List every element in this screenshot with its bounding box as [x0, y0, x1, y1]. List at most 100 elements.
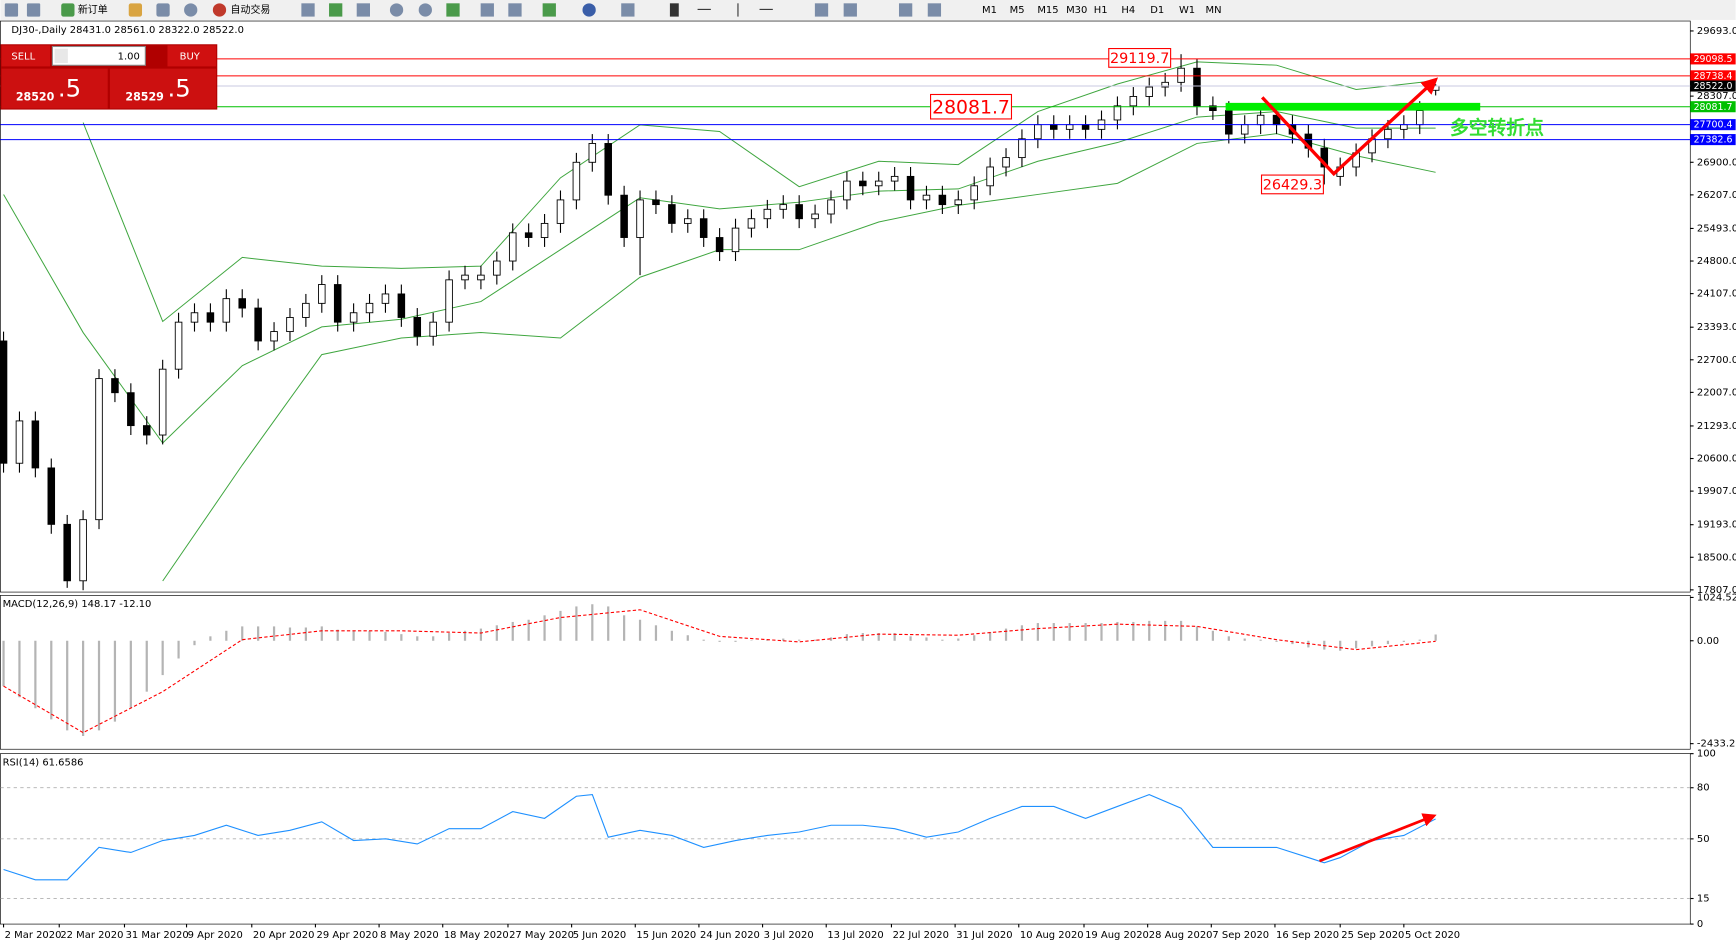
candle-body — [699, 218, 708, 238]
annotation-label: 28081.7 — [932, 97, 1010, 118]
y-tick-label: 17807.0 — [1697, 585, 1736, 596]
timeframe-button[interactable]: D1 — [1150, 5, 1164, 16]
y-tick-label: 0 — [1697, 919, 1703, 930]
lots-down[interactable] — [54, 48, 68, 64]
sell-label[interactable]: SELL — [11, 51, 35, 62]
x-tick-label: 18 May 2020 — [444, 930, 509, 941]
candle-body — [1400, 124, 1408, 130]
candle-body — [986, 166, 994, 187]
candle-body — [890, 175, 899, 182]
price-level-label: 27382.6 — [1694, 135, 1733, 146]
x-tick-label: 28 Aug 2020 — [1149, 930, 1213, 941]
x-tick-label: 9 Apr 2020 — [188, 930, 243, 941]
price-level-label: 28738.4 — [1694, 71, 1733, 82]
y-tick-label: 28307.0 — [1697, 91, 1736, 102]
y-tick-label: 19907.0 — [1697, 486, 1736, 497]
candle-body — [1034, 124, 1042, 140]
candle-body — [1002, 157, 1010, 168]
lots-value[interactable]: 1.00 — [118, 51, 140, 62]
candle-body — [1320, 147, 1329, 168]
price-level-tag — [1690, 53, 1736, 65]
candle-body — [1240, 124, 1249, 135]
candle-body — [620, 194, 628, 238]
sell-button[interactable] — [1, 45, 51, 67]
sell-price-box[interactable] — [1, 68, 108, 109]
candle-body — [1209, 105, 1217, 112]
candle-body — [652, 199, 660, 206]
trade-panel: SELL 1.00 BUY 28520 .5 28529 .5 — [0, 44, 218, 110]
y-tick-label: -2433.25 — [1697, 739, 1736, 750]
panel-header: DJ30-,Daily 28431.0 28561.0 28322.0 2852… — [11, 25, 244, 36]
timeframe-button[interactable]: M30 — [1066, 5, 1087, 16]
candle-body — [381, 293, 390, 304]
candle-body — [859, 180, 867, 187]
timeframe-button[interactable]: M5 — [1010, 5, 1025, 16]
candle-body — [1161, 81, 1169, 88]
y-tick-label: 15 — [1697, 894, 1710, 905]
timeframe-button[interactable]: W1 — [1179, 5, 1195, 16]
trend-arrow — [1319, 813, 1437, 863]
candle-body — [302, 302, 310, 318]
candle-body — [286, 317, 294, 333]
price-level-tag — [1690, 119, 1736, 131]
candle-body — [333, 284, 342, 323]
auto-trade-button[interactable]: 自动交易 — [231, 3, 271, 16]
candle-body — [349, 312, 358, 323]
candle-body — [906, 175, 915, 201]
candle-body — [922, 194, 931, 201]
panel-header: RSI(14) 61.6586 — [3, 758, 84, 769]
candle-body — [1225, 110, 1233, 135]
candle-body — [747, 218, 756, 229]
candle-body — [0, 340, 8, 464]
candle-body — [1384, 128, 1392, 140]
candle-body — [206, 312, 215, 323]
candle-body — [365, 302, 374, 314]
candle-body — [397, 293, 406, 318]
price-level-tag — [1690, 101, 1736, 113]
timeframe-button[interactable]: MN — [1206, 5, 1222, 16]
candle-body — [222, 298, 231, 323]
x-tick-label: 25 Sep 2020 — [1341, 930, 1404, 941]
y-tick-label: 24107.0 — [1697, 289, 1736, 300]
candle-body — [477, 274, 485, 281]
x-tick-label: 31 Mar 2020 — [126, 930, 189, 941]
y-tick-label: 18500.0 — [1697, 552, 1736, 563]
x-tick-label: 24 Jun 2020 — [700, 930, 760, 941]
timeframe-button[interactable]: M15 — [1037, 5, 1058, 16]
timeframe-button[interactable]: H1 — [1094, 5, 1108, 16]
candle-body — [79, 519, 87, 582]
candle-body — [636, 199, 644, 238]
annotation-box — [1108, 48, 1172, 68]
buy-price-box[interactable] — [109, 68, 217, 109]
price-level-tag — [1690, 80, 1736, 92]
candle-body — [715, 237, 724, 253]
candle-body — [445, 279, 453, 323]
price-panel — [0, 20, 1691, 593]
price-level-label: 28522.0 — [1694, 81, 1733, 92]
y-tick-label: 26900.0 — [1697, 157, 1736, 168]
candle-body — [47, 467, 56, 525]
price-level-tag — [1690, 70, 1736, 82]
price-level-tag — [1690, 134, 1736, 146]
x-tick-label: 27 May 2020 — [509, 930, 574, 941]
annotation-box — [930, 93, 1013, 120]
candle-body — [938, 194, 947, 206]
candle-body — [1145, 86, 1154, 97]
candle-body — [142, 425, 151, 436]
new-order-button[interactable]: 新订单 — [78, 3, 108, 16]
candle-body — [572, 161, 581, 201]
x-tick-label: 2 Mar 2020 — [5, 930, 62, 941]
x-tick-label: 10 Aug 2020 — [1020, 930, 1084, 941]
candle-body — [508, 232, 517, 262]
price-level-label: 28081.7 — [1694, 102, 1733, 113]
candle-body — [668, 204, 676, 224]
timeframe-button[interactable]: M1 — [982, 5, 997, 16]
x-tick-label: 31 Jul 2020 — [956, 930, 1012, 941]
candle-body — [1113, 105, 1122, 121]
timeframe-button[interactable]: H4 — [1121, 5, 1135, 16]
candle-body — [556, 199, 565, 224]
buy-button[interactable] — [167, 45, 217, 67]
lots-input[interactable] — [51, 45, 146, 66]
buy-label[interactable]: BUY — [180, 51, 201, 62]
candle-body — [1415, 110, 1424, 126]
